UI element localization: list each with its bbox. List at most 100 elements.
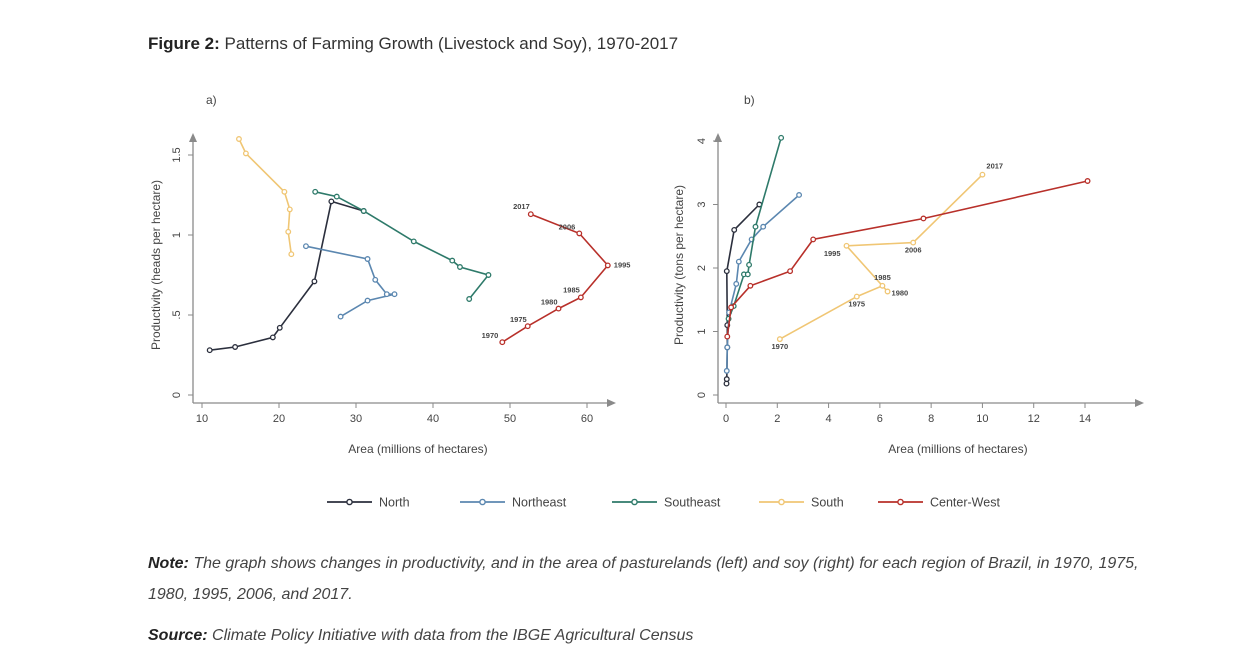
- data-point: [723, 367, 730, 374]
- legend-swatch-marker: [778, 498, 785, 506]
- series-northeast: [303, 243, 398, 320]
- legend-label: North: [379, 496, 410, 510]
- series-northeast: [723, 192, 803, 374]
- legend-label: Southeast: [664, 496, 721, 510]
- y-tick-label: 3: [696, 201, 708, 207]
- data-point: [733, 280, 740, 287]
- figure-title-text: Patterns of Farming Growth (Livestock an…: [224, 34, 679, 53]
- note-label: Note:: [148, 555, 189, 572]
- data-point: [281, 188, 288, 195]
- x-tick-label: 2: [774, 413, 780, 425]
- x-tick-label: 50: [504, 413, 516, 425]
- point-label: 1995: [614, 260, 631, 269]
- x-tick-label: 4: [826, 413, 832, 425]
- data-point: [853, 293, 860, 300]
- data-point: [364, 297, 371, 304]
- data-point: [337, 313, 344, 320]
- x-axis-label: Area (millions of hectares): [888, 442, 1027, 456]
- series-center-west: 1970 1975 1980 1985 1995 2006 2017: [482, 202, 631, 346]
- data-point: [328, 198, 335, 205]
- y-tick-label: 1.5: [171, 147, 183, 162]
- data-point: [286, 206, 293, 213]
- point-label: 2006: [559, 222, 576, 231]
- series-north: [206, 198, 367, 354]
- point-label: 1985: [563, 285, 580, 294]
- data-point: [576, 230, 583, 237]
- y-axis-label: Productivity (tons per hectare): [672, 185, 686, 345]
- data-point: [524, 323, 531, 330]
- legend-swatch-marker: [631, 498, 638, 506]
- data-point: [724, 344, 731, 351]
- data-point: [577, 294, 584, 301]
- data-point: [920, 215, 927, 222]
- data-point: [236, 136, 242, 142]
- series-south: [236, 136, 295, 258]
- data-point: [723, 268, 730, 275]
- data-point: [747, 282, 754, 289]
- y-tick-label: 1: [171, 232, 183, 238]
- x-tick-label: 0: [723, 413, 729, 425]
- data-point: [360, 208, 367, 214]
- data-point: [499, 339, 506, 346]
- data-point: [311, 278, 318, 285]
- data-point: [746, 261, 753, 268]
- series-southeast: [312, 188, 492, 302]
- series-line: [726, 180, 1088, 337]
- data-point: [910, 239, 917, 246]
- point-label: 1970: [772, 342, 789, 351]
- y-tick-label: .5: [171, 310, 183, 319]
- data-point: [391, 291, 398, 298]
- data-point: [285, 228, 292, 235]
- x-tick-label: 60: [581, 413, 593, 425]
- data-point: [796, 192, 803, 198]
- legend-item-southeast: Southeast: [612, 496, 721, 510]
- x-axis-label: Area (millions of hectares): [348, 442, 487, 456]
- series-line: [238, 138, 293, 255]
- data-point: [242, 150, 249, 157]
- data-point: [1084, 178, 1091, 184]
- legend-label: Center-West: [930, 496, 1000, 510]
- data-point: [449, 257, 456, 264]
- data-point: [760, 223, 767, 230]
- data-point: [383, 291, 390, 298]
- x-tick-label: 6: [877, 413, 883, 425]
- data-point: [778, 134, 785, 141]
- x-axis-arrow: [1135, 399, 1144, 407]
- panel-label: b): [744, 93, 755, 107]
- data-point: [232, 344, 239, 350]
- series-line: [315, 191, 490, 300]
- source-label: Source:: [148, 627, 208, 644]
- legend-item-north: North: [327, 496, 410, 510]
- data-point: [787, 268, 794, 275]
- data-point: [810, 236, 817, 243]
- legend-item-south: South: [759, 496, 844, 510]
- series-line: [209, 200, 364, 351]
- data-point: [843, 242, 850, 249]
- x-tick-label: 8: [928, 413, 934, 425]
- y-tick-label: 0: [171, 392, 183, 398]
- y-tick-label: 2: [696, 265, 708, 271]
- data-point: [410, 238, 417, 245]
- data-point: [724, 333, 731, 340]
- panel-label: a): [206, 93, 217, 107]
- data-point: [604, 262, 611, 269]
- point-label: 1980: [892, 288, 909, 297]
- chart-panel-a: 10 20 30 40 50 60 0 .5 1 1.5 Area (millions of hec…: [149, 93, 630, 456]
- data-point: [723, 376, 730, 383]
- legend: North Northeast Southeast South Center-West: [327, 496, 1000, 510]
- point-label: 1985: [874, 273, 891, 282]
- point-label: 2017: [986, 162, 1003, 171]
- x-tick-label: 14: [1079, 413, 1091, 425]
- legend-label: Northeast: [512, 496, 567, 510]
- data-point: [288, 251, 295, 258]
- point-label: 1980: [541, 298, 558, 307]
- series-center-west: [724, 178, 1091, 340]
- y-tick-label: 4: [696, 138, 708, 144]
- data-point: [555, 305, 562, 312]
- data-point: [735, 258, 742, 265]
- data-point: [457, 264, 463, 270]
- y-tick-label: 1: [696, 328, 708, 334]
- y-axis-arrow: [189, 133, 197, 142]
- legend-swatch-marker: [897, 498, 904, 506]
- point-label: 1970: [482, 331, 499, 340]
